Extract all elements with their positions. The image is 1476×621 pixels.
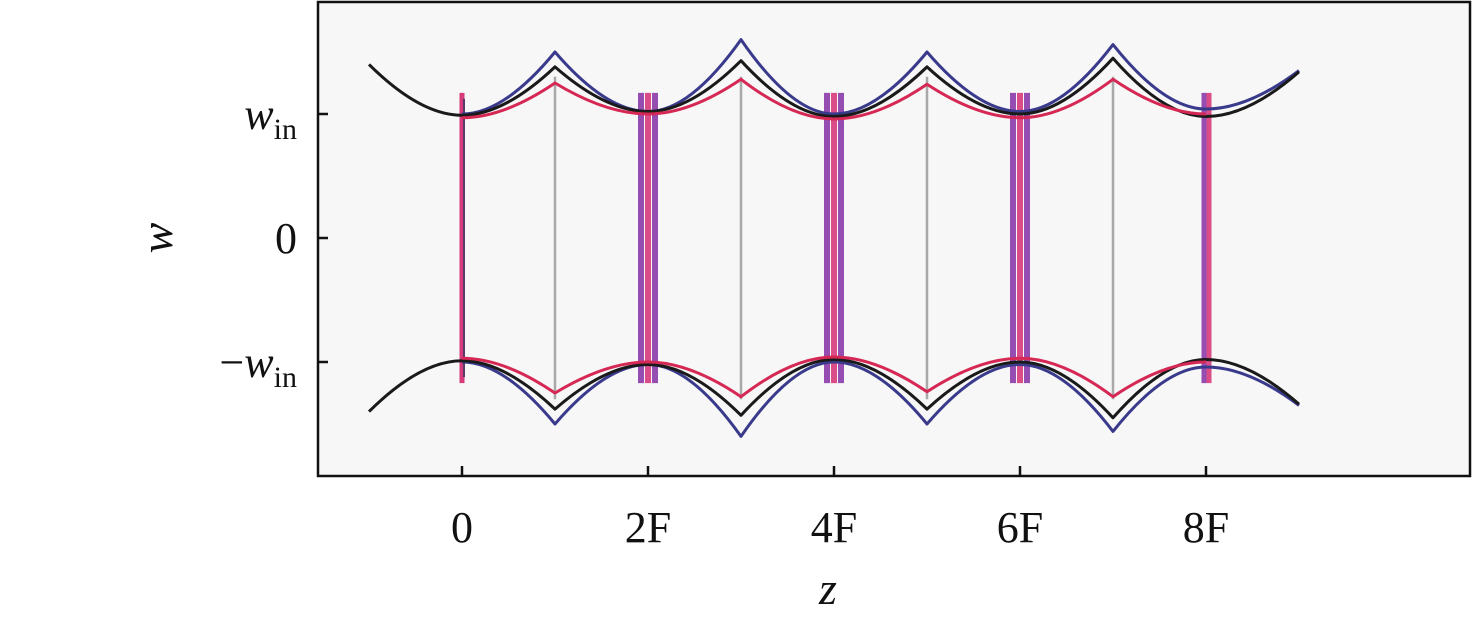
y-tick-label: −win xyxy=(219,338,297,394)
x-tick-labels: 0 2F 4F 6F 8F xyxy=(451,503,1229,552)
axis-ticks xyxy=(318,112,1208,476)
y-tick-label-sub: in xyxy=(274,113,297,146)
envelope-lower-line xyxy=(461,360,1300,438)
envelope-upper-line xyxy=(461,38,1300,116)
y-tick-label-main: w xyxy=(244,90,274,139)
y-tick-label: 0 xyxy=(275,214,297,263)
envelope-lower-line xyxy=(461,355,1207,399)
x-axis-label: z xyxy=(818,563,837,614)
lens-lines xyxy=(459,76,1212,400)
envelope-upper-line xyxy=(367,56,1300,118)
envelope-lower-line xyxy=(367,358,1300,420)
y-tick-label-sub: in xyxy=(274,361,297,394)
x-tick-label: 0 xyxy=(451,503,473,552)
x-tick-label: 6F xyxy=(997,503,1043,552)
y-axis-label: w xyxy=(131,222,182,253)
x-tick-label: 8F xyxy=(1183,503,1229,552)
y-tick-label-prefix: − xyxy=(219,338,244,387)
envelope-curves xyxy=(367,38,1300,438)
y-tick-label-main: 0 xyxy=(275,214,297,263)
x-tick-label: 4F xyxy=(811,503,857,552)
y-tick-label: win xyxy=(244,90,297,146)
y-tick-label-main: w xyxy=(244,338,274,387)
x-tick-label: 2F xyxy=(625,503,671,552)
plot-frame xyxy=(316,0,1472,478)
envelope-upper-line xyxy=(461,77,1207,121)
